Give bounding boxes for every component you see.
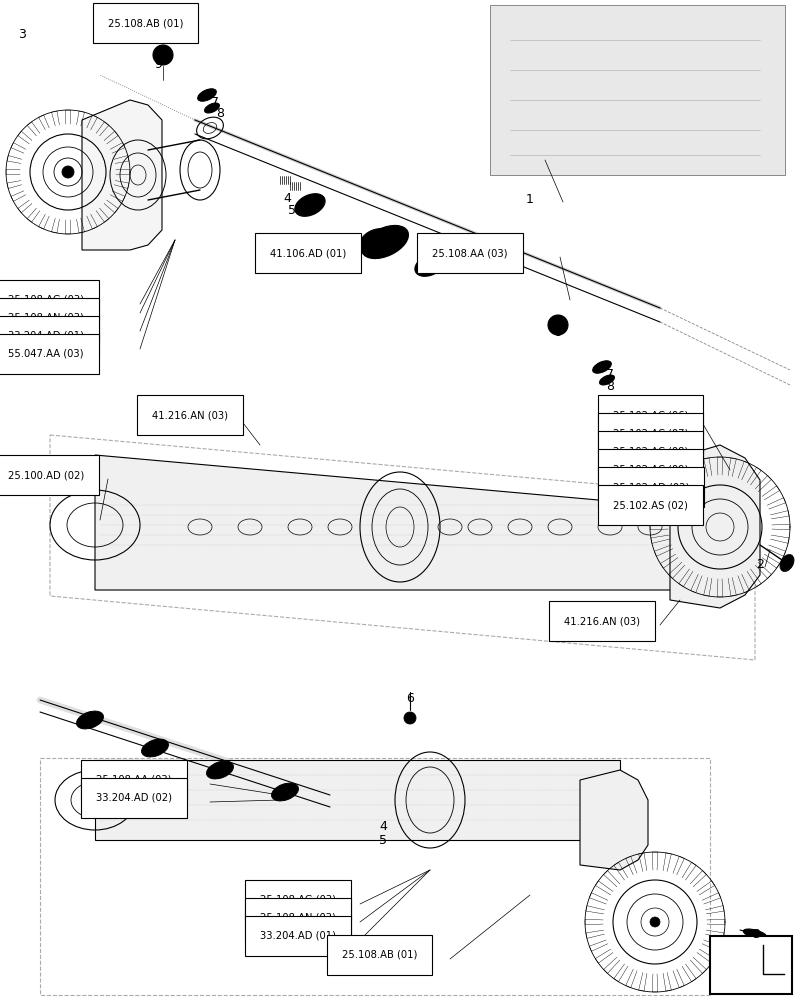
Ellipse shape xyxy=(206,761,233,779)
Text: 33.204.AD (02): 33.204.AD (02) xyxy=(96,793,172,803)
Ellipse shape xyxy=(294,194,324,216)
Polygon shape xyxy=(95,455,709,590)
Text: 9: 9 xyxy=(154,58,161,71)
Polygon shape xyxy=(579,770,647,870)
FancyBboxPatch shape xyxy=(709,936,791,994)
Text: 4: 4 xyxy=(283,192,290,205)
Polygon shape xyxy=(669,445,759,608)
Ellipse shape xyxy=(649,917,659,927)
Ellipse shape xyxy=(599,375,614,385)
Text: 25.108.AN (03): 25.108.AN (03) xyxy=(8,313,84,323)
Ellipse shape xyxy=(359,229,389,251)
Ellipse shape xyxy=(204,103,219,113)
Ellipse shape xyxy=(271,783,298,801)
Text: 25.100.AD (02): 25.100.AD (02) xyxy=(8,470,84,480)
Text: 25.102.AC (06): 25.102.AC (06) xyxy=(612,410,688,420)
Text: 7: 7 xyxy=(211,96,219,109)
Text: 33.204.AD (01): 33.204.AD (01) xyxy=(8,331,84,341)
Text: 25.108.AG (03): 25.108.AG (03) xyxy=(260,895,336,905)
Ellipse shape xyxy=(404,712,415,724)
Text: 3: 3 xyxy=(18,28,26,41)
Ellipse shape xyxy=(76,711,103,729)
Text: 25.102.AC (08): 25.102.AC (08) xyxy=(612,446,688,456)
Text: 5: 5 xyxy=(379,834,387,847)
Ellipse shape xyxy=(779,555,793,571)
Text: 1: 1 xyxy=(526,193,534,206)
Ellipse shape xyxy=(414,254,444,276)
Text: 41.216.AN (03): 41.216.AN (03) xyxy=(152,410,228,420)
Polygon shape xyxy=(82,100,162,250)
Ellipse shape xyxy=(152,45,173,65)
Text: 25.102.AS (02): 25.102.AS (02) xyxy=(612,500,687,510)
Text: 9: 9 xyxy=(553,326,561,339)
Ellipse shape xyxy=(62,166,74,178)
FancyBboxPatch shape xyxy=(489,5,784,175)
Text: 3: 3 xyxy=(751,928,759,941)
Text: 6: 6 xyxy=(406,692,414,705)
Ellipse shape xyxy=(361,225,408,259)
Text: 5: 5 xyxy=(288,204,296,217)
Ellipse shape xyxy=(592,361,611,373)
Text: 25.108.AG (03): 25.108.AG (03) xyxy=(8,295,84,305)
Text: 25.108.AA (03): 25.108.AA (03) xyxy=(431,248,507,258)
Text: 33.204.AD (01): 33.204.AD (01) xyxy=(260,931,336,941)
Ellipse shape xyxy=(547,315,568,335)
Ellipse shape xyxy=(197,89,216,101)
Ellipse shape xyxy=(141,739,168,757)
Text: 25.108.AB (01): 25.108.AB (01) xyxy=(108,18,183,28)
Text: 41.216.AN (03): 41.216.AN (03) xyxy=(564,616,639,626)
Text: 25.102.AC (07): 25.102.AC (07) xyxy=(612,428,688,438)
Polygon shape xyxy=(95,760,620,840)
Text: 4: 4 xyxy=(379,820,387,833)
Text: 7: 7 xyxy=(605,368,613,381)
Text: 25.102.AD (02): 25.102.AD (02) xyxy=(612,482,689,492)
Text: 25.108.AB (01): 25.108.AB (01) xyxy=(341,950,417,960)
Text: 8: 8 xyxy=(605,380,613,393)
Text: 8: 8 xyxy=(216,107,224,120)
Text: 25.108.AN (03): 25.108.AN (03) xyxy=(260,913,336,923)
Text: 41.106.AD (01): 41.106.AD (01) xyxy=(270,248,345,258)
Text: 2: 2 xyxy=(755,558,763,571)
Text: 55.047.AA (03): 55.047.AA (03) xyxy=(8,349,84,359)
Text: 25.108.AA (03): 25.108.AA (03) xyxy=(96,775,171,785)
Ellipse shape xyxy=(742,929,766,939)
Text: 25.102.AC (09): 25.102.AC (09) xyxy=(612,464,688,474)
